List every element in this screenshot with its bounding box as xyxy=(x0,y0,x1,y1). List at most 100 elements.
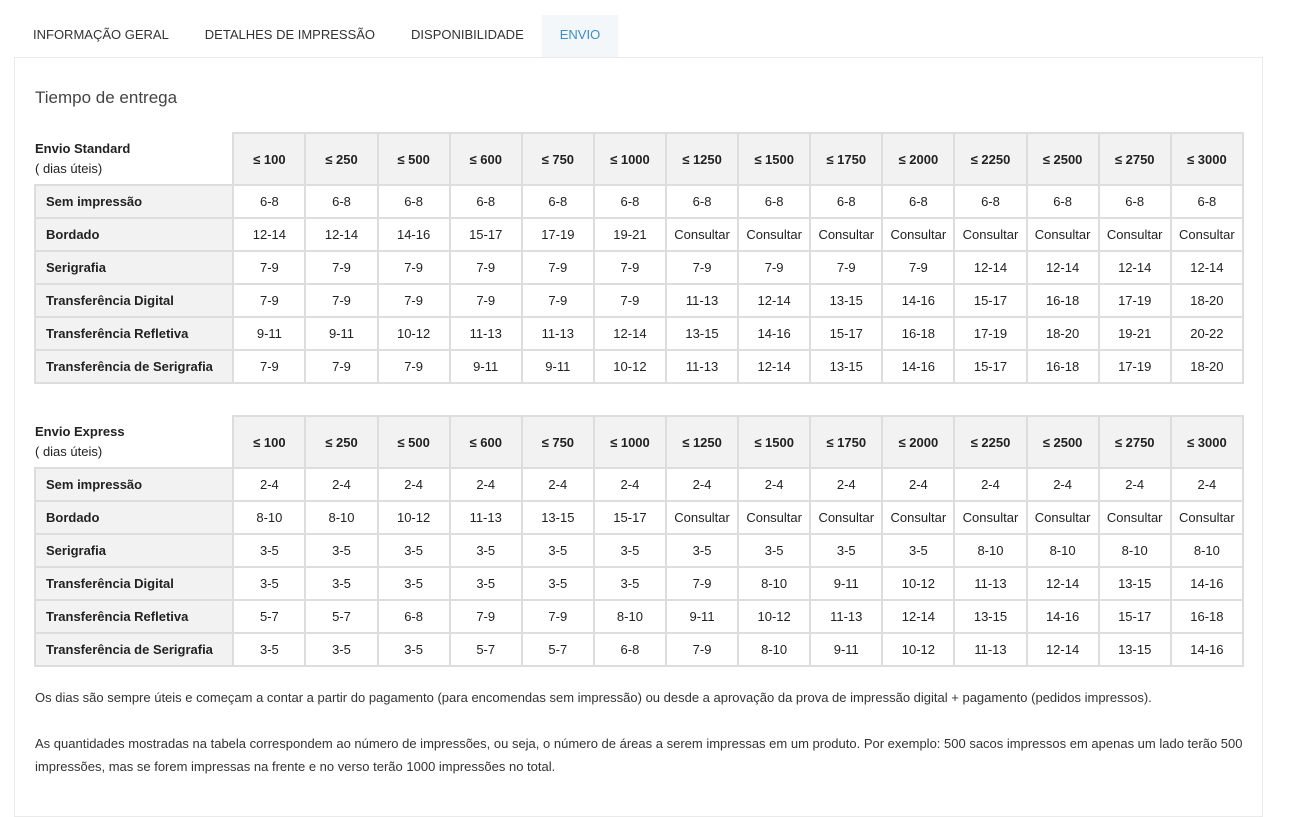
cell: 8-10 xyxy=(1025,533,1100,568)
cell: 3-5 xyxy=(592,566,667,601)
cell: 8-10 xyxy=(953,533,1028,568)
cell: 10-12 xyxy=(737,599,812,634)
row-label: Transferência Refletiva xyxy=(33,599,235,634)
tab[interactable]: INFORMAÇÃO GERAL xyxy=(33,27,169,42)
cell: Consultar xyxy=(1169,217,1245,252)
tab[interactable]: ENVIO xyxy=(541,15,619,57)
tab[interactable]: DISPONIBILIDADE xyxy=(411,27,524,42)
column-header: ≤ 2000 xyxy=(881,415,956,469)
cell: 14-16 xyxy=(1169,632,1245,667)
cell: 14-16 xyxy=(881,349,956,384)
cell: 15-17 xyxy=(592,500,667,535)
cell: 11-13 xyxy=(520,316,595,351)
cell: 3-5 xyxy=(376,533,451,568)
cell: 9-11 xyxy=(809,632,884,667)
row-label: Sem impressão xyxy=(33,184,235,219)
table-row: Bordado 12-14 12-14 14-16 15-17 17-19 19-21 Con… xyxy=(33,217,1245,252)
cell: 2-4 xyxy=(1097,467,1172,502)
cell: 5-7 xyxy=(448,632,523,667)
cell: 12-14 xyxy=(953,250,1028,285)
column-header: ≤ 600 xyxy=(448,415,523,469)
row-label: Serigrafia xyxy=(33,533,235,568)
cell: Consultar xyxy=(1025,217,1100,252)
column-header: ≤ 2000 xyxy=(881,132,956,186)
row-label: Transferência de Serigrafia xyxy=(33,632,235,667)
cell: 11-13 xyxy=(953,632,1028,667)
cell: 12-14 xyxy=(881,599,956,634)
cell: 8-10 xyxy=(232,500,307,535)
cell: 16-18 xyxy=(1169,599,1245,634)
table-row: Serigrafia 3-5 3-5 3-5 3-5 3-5 3-5 3-5 3-5 3-5 3-5… xyxy=(33,533,1245,568)
cell: 6-8 xyxy=(737,184,812,219)
cell: 7-9 xyxy=(520,599,595,634)
cell: 8-10 xyxy=(1097,533,1172,568)
cell: 7-9 xyxy=(809,250,884,285)
cell: 2-4 xyxy=(520,467,595,502)
table-row: Sem impressão 2-4 2-4 2-4 2-4 2-4 2-4 2-4 2-4 2-4… xyxy=(33,467,1245,502)
cell: 6-8 xyxy=(592,632,667,667)
row-label: Transferência Refletiva xyxy=(33,316,235,351)
cell: Consultar xyxy=(1097,217,1172,252)
cell: 10-12 xyxy=(376,500,451,535)
table-subtitle: ( dias úteis) xyxy=(35,160,103,176)
cell: 7-9 xyxy=(232,250,307,285)
cell: 6-8 xyxy=(1169,184,1245,219)
cell: 6-8 xyxy=(520,184,595,219)
cell: 5-7 xyxy=(520,632,595,667)
cell: 3-5 xyxy=(232,632,307,667)
cell: 2-4 xyxy=(809,467,884,502)
column-header: ≤ 1750 xyxy=(809,132,884,186)
cell: Consultar xyxy=(881,217,956,252)
cell: 3-5 xyxy=(664,533,740,568)
cell: Consultar xyxy=(953,500,1028,535)
cell: 17-19 xyxy=(1097,283,1172,318)
cell: 19-21 xyxy=(1097,316,1172,351)
cell: 8-10 xyxy=(304,500,379,535)
cell: 7-9 xyxy=(881,250,956,285)
cell: 7-9 xyxy=(448,283,523,318)
cell: 16-18 xyxy=(1025,349,1100,384)
column-header: ≤ 600 xyxy=(448,132,523,186)
cell: 10-12 xyxy=(592,349,667,384)
cell: 7-9 xyxy=(448,599,523,634)
cell: 12-14 xyxy=(232,217,307,252)
row-label: Transferência de Serigrafia xyxy=(33,349,235,384)
cell: 6-8 xyxy=(809,184,884,219)
cell: 3-5 xyxy=(376,632,451,667)
cell: 2-4 xyxy=(1169,467,1245,502)
cell: 14-16 xyxy=(737,316,812,351)
cell: 6-8 xyxy=(232,184,307,219)
cell: 18-20 xyxy=(1169,349,1245,384)
cell: 10-12 xyxy=(881,632,956,667)
cell: Consultar xyxy=(737,500,812,535)
column-header: ≤ 2250 xyxy=(953,132,1028,186)
cell: 12-14 xyxy=(737,283,812,318)
cell: 6-8 xyxy=(1097,184,1172,219)
cell: Consultar xyxy=(1169,500,1245,535)
cell: 3-5 xyxy=(304,566,379,601)
table-row: Bordado 8-10 8-10 10-12 11-13 13-15 15-17 Consu… xyxy=(33,500,1245,535)
cell: Consultar xyxy=(1097,500,1172,535)
cell: 7-9 xyxy=(376,283,451,318)
cell: 8-10 xyxy=(737,632,812,667)
cell: 7-9 xyxy=(232,349,307,384)
column-header: ≤ 1750 xyxy=(809,415,884,469)
table-row: Transferência de Serigrafia 7-9 7-9 7-9 9-11… xyxy=(33,349,1245,384)
column-header: ≤ 750 xyxy=(520,132,595,186)
cell: 12-14 xyxy=(1025,250,1100,285)
table-row: Transferência de Serigrafia 3-5 3-5 3-5 5-7 5… xyxy=(33,632,1245,667)
cell: 13-15 xyxy=(664,316,740,351)
tab[interactable]: DETALHES DE IMPRESSÃO xyxy=(204,27,376,42)
cell: 13-15 xyxy=(953,599,1028,634)
column-header: ≤ 1000 xyxy=(592,415,667,469)
column-header: ≤ 2500 xyxy=(1025,132,1100,186)
cell: Consultar xyxy=(664,217,740,252)
header-row: Envio Express ( dias úteis) ≤ 100 ≤ 250 ≤ 50… xyxy=(35,415,1245,469)
cell: 18-20 xyxy=(1025,316,1100,351)
cell: 15-17 xyxy=(448,217,523,252)
cell: 3-5 xyxy=(376,566,451,601)
row-label: Sem impressão xyxy=(33,467,235,502)
cell: 17-19 xyxy=(1097,349,1172,384)
cell: 3-5 xyxy=(592,533,667,568)
cell: 3-5 xyxy=(304,533,379,568)
